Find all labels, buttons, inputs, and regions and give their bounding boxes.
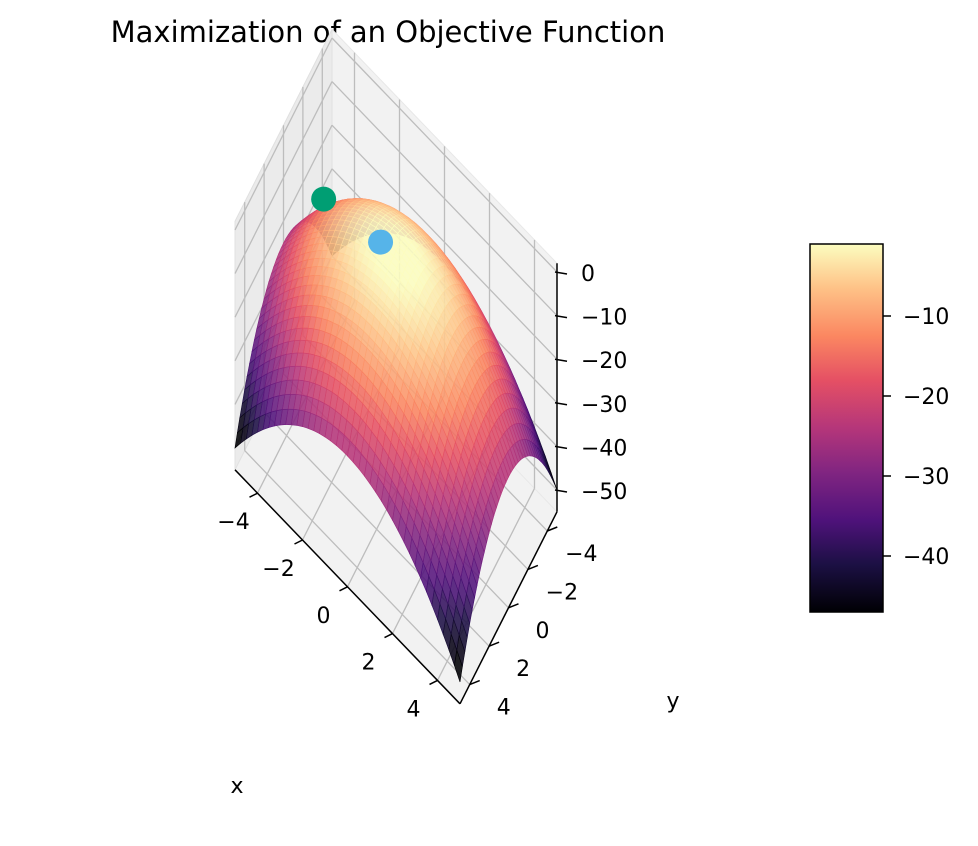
z-tick-label: −50 [581,480,627,505]
z-tick [554,271,568,275]
x-tick [249,492,258,498]
marker-green-point [311,186,337,212]
gridline-z-side [234,124,333,318]
x-tick-label: 2 [362,651,376,676]
colorbar: −10 −20 −30 −40 [809,243,949,613]
y-tick [469,679,480,686]
z-tick [554,314,568,319]
colorbar-tick-label: −10 [903,305,949,330]
x-tick [294,539,303,545]
colorbar-tick-label: −30 [903,465,949,490]
surface-patch [454,650,463,683]
y-tick [488,641,500,647]
colorbar-tick-label: −20 [903,385,949,410]
gridline-y-floor [244,450,471,686]
gridline-z-back [331,124,558,360]
colorbar-gradient [809,243,884,613]
y-tick [527,564,539,571]
z-tick [554,489,568,493]
gridline-z-side [234,37,333,231]
z-tick-label: 0 [581,262,595,287]
y-axis-label: y [666,689,679,714]
z-tick [554,445,568,450]
x-tick [384,632,393,639]
x-tick-label: 0 [317,604,331,629]
y-tick-label: 4 [497,696,511,721]
x-tick-label: 4 [407,697,421,722]
gridline-z-side [234,81,333,274]
chart-title: Maximization of an Objective Function [111,15,666,49]
y-tick-label: −4 [565,542,597,567]
x-tick-label: −2 [262,557,294,582]
x-axis-label: x [230,774,243,799]
z-tick-label: −20 [581,349,627,374]
z-tick [554,358,568,362]
y-tick-label: −2 [546,580,578,605]
z-tick-label: −40 [581,436,627,461]
marker-blue-point [368,229,394,255]
z-tick-label: −30 [581,393,627,418]
x-tick-label: −4 [217,510,249,535]
markers [311,186,394,255]
z-tick-label: −10 [581,306,627,331]
y-tick-label: 2 [516,657,530,682]
y-tick [547,526,558,532]
colorbar-tick-label: −40 [903,545,949,570]
gridline-z-back [331,37,558,273]
y-tick [508,603,519,609]
x-tick [339,586,348,592]
x-tick [429,679,438,686]
gridline-z-back [331,81,558,317]
z-tick [554,402,568,406]
y-tick-label: 0 [536,619,550,644]
